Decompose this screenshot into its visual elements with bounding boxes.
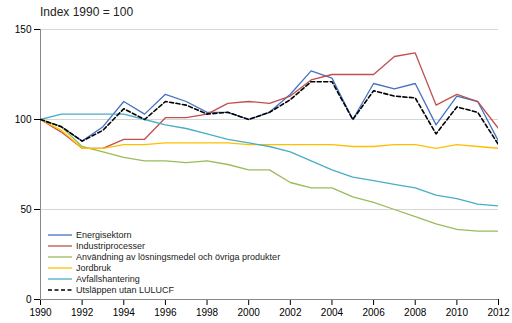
svg-text:1998: 1998 (196, 307, 219, 318)
svg-text:50: 50 (20, 204, 32, 215)
svg-text:2000: 2000 (238, 307, 261, 318)
html-text:Utsläppen utan LULUCF: Utsläppen utan LULUCF (76, 284, 175, 295)
svg-text:100: 100 (15, 114, 32, 125)
svg-text:2002: 2002 (279, 307, 302, 318)
html-text:Avfallshantering: Avfallshantering (76, 273, 140, 284)
svg-text:1996: 1996 (154, 307, 177, 318)
svg-text:1990: 1990 (29, 307, 52, 318)
html-text:Industriprocesser: Industriprocesser (76, 240, 145, 251)
svg-text:1994: 1994 (113, 307, 136, 318)
svg-text:1992: 1992 (71, 307, 94, 318)
html-text:Energisektorn: Energisektorn (76, 229, 132, 240)
svg-text:2006: 2006 (362, 307, 385, 318)
html-text:Index 1990 = 100: Index 1990 = 100 (40, 5, 134, 19)
svg-text:2008: 2008 (404, 307, 427, 318)
svg-text:2012: 2012 (487, 307, 510, 318)
html-text:Jordbruk: Jordbruk (76, 262, 111, 273)
html-text:Användning av lösningsmedel oc: Användning av lösningsmedel och övriga p… (76, 251, 281, 262)
svg-text:150: 150 (15, 24, 32, 35)
svg-text:2004: 2004 (321, 307, 344, 318)
svg-text:2010: 2010 (446, 307, 469, 318)
svg-text:0: 0 (26, 294, 32, 305)
